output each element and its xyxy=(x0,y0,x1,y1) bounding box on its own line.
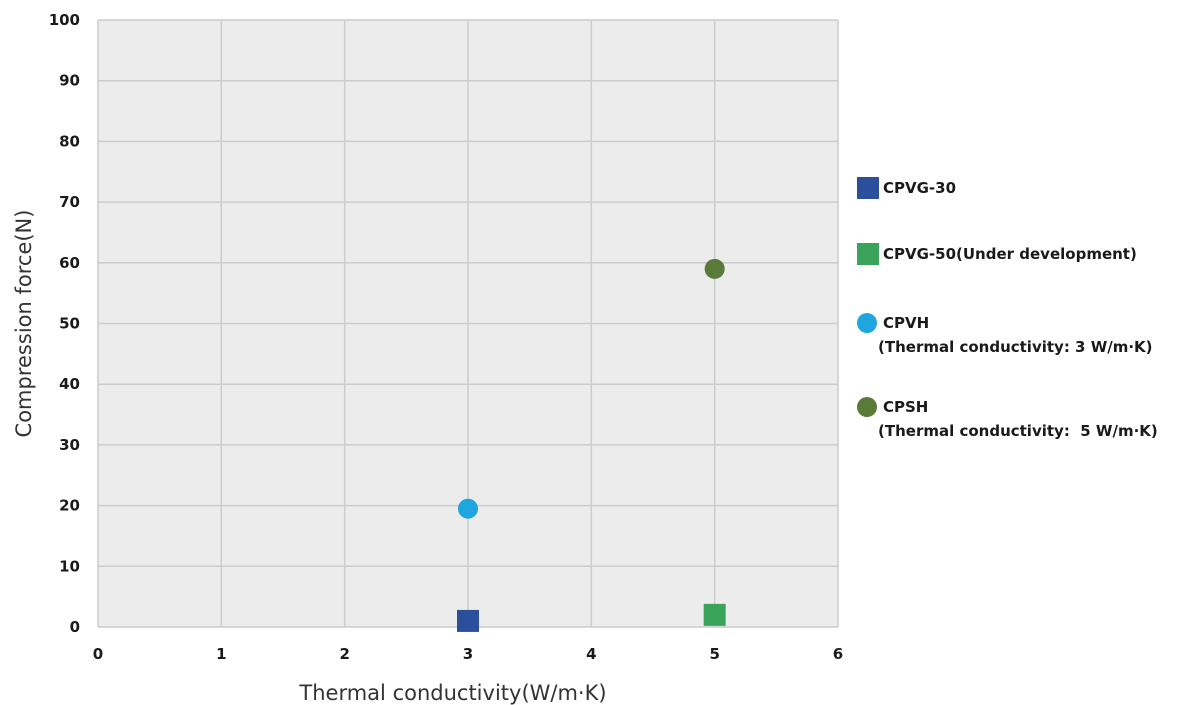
x-tick-label: 4 xyxy=(586,645,596,663)
legend-swatch xyxy=(857,313,877,333)
y-tick-label: 50 xyxy=(59,315,80,333)
data-point-cpvg-50-under-development[interactable] xyxy=(703,603,726,626)
y-tick-label: 0 xyxy=(70,618,80,636)
legend-label: CPVG-50(Under development) xyxy=(883,245,1137,263)
legend-item[interactable]: CPVG-50(Under development) xyxy=(857,243,1137,265)
data-points xyxy=(457,258,726,632)
legend-label: CPVH xyxy=(883,314,929,332)
y-tick-label: 30 xyxy=(59,436,80,454)
x-axis-title: Thermal conductivity(W/m·K) xyxy=(298,681,606,705)
x-tick-label: 2 xyxy=(339,645,349,663)
data-point-cpsh[interactable] xyxy=(704,258,725,279)
x-tick-label: 5 xyxy=(709,645,719,663)
data-point-cpvg-30[interactable] xyxy=(457,609,479,632)
legend[interactable]: CPVG-30 CPVG-50(Under development) CPVH (Th… xyxy=(857,177,1158,440)
legend-swatch xyxy=(857,397,877,417)
y-tick-label: 70 xyxy=(59,193,80,211)
data-point-cpvh[interactable] xyxy=(458,498,478,519)
y-tick-label: 90 xyxy=(59,72,80,90)
legend-label: CPVG-30 xyxy=(883,179,956,197)
legend-sublabel: (Thermal conductivity: 5 W/m·K) xyxy=(878,422,1158,440)
x-tick-label: 6 xyxy=(833,645,843,663)
y-tick-label: 10 xyxy=(59,557,80,575)
legend-item[interactable]: CPVH (Thermal conductivity: 3 W/m·K) xyxy=(857,313,1153,356)
legend-label: CPSH xyxy=(883,398,928,416)
legend-item[interactable]: CPVG-30 xyxy=(857,177,956,199)
y-axis-title: Compression force(N) xyxy=(12,210,36,438)
y-tick-label: 40 xyxy=(59,375,80,393)
y-tick-label: 60 xyxy=(59,254,80,272)
y-tick-label: 80 xyxy=(59,132,80,150)
y-tick-label: 100 xyxy=(49,11,80,29)
legend-sublabel: (Thermal conductivity: 3 W/m·K) xyxy=(878,338,1153,356)
y-tick-label: 20 xyxy=(59,497,80,515)
legend-swatch xyxy=(857,243,879,265)
x-tick-label: 3 xyxy=(463,645,473,663)
x-tick-label: 0 xyxy=(93,645,103,663)
x-tick-label: 1 xyxy=(216,645,226,663)
legend-item[interactable]: CPSH (Thermal conductivity: 5 W/m·K) xyxy=(857,397,1158,440)
legend-swatch xyxy=(857,177,879,199)
